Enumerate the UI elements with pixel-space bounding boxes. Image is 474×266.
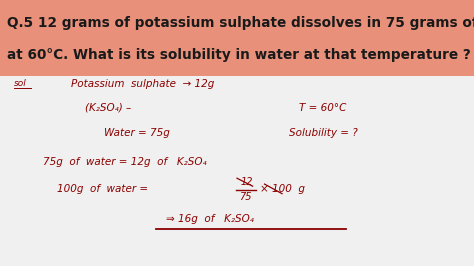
Text: Potassium  sulphate  → 12g: Potassium sulphate → 12g <box>71 79 214 89</box>
Text: Q.5 12 grams of potassium sulphate dissolves in 75 grams of water: Q.5 12 grams of potassium sulphate disso… <box>7 16 474 30</box>
Text: (K₂SO₄) –: (K₂SO₄) – <box>85 103 132 113</box>
Text: at 60°C. What is its solubility in water at that temperature ?: at 60°C. What is its solubility in water… <box>7 48 471 62</box>
Text: × 100  g: × 100 g <box>260 184 305 194</box>
Text: 75g  of  water = 12g  of   K₂SO₄: 75g of water = 12g of K₂SO₄ <box>43 157 206 167</box>
Text: Solubility = ?: Solubility = ? <box>289 128 358 138</box>
Text: Water = 75g: Water = 75g <box>104 128 170 138</box>
Text: 12: 12 <box>241 177 253 187</box>
Text: 100g  of  water =: 100g of water = <box>57 184 148 194</box>
Text: T = 60°C: T = 60°C <box>299 103 346 113</box>
Text: 75: 75 <box>239 192 252 202</box>
Text: ⇒ 16g  of   K₂SO₄: ⇒ 16g of K₂SO₄ <box>166 214 254 225</box>
FancyBboxPatch shape <box>0 0 474 76</box>
Text: sol: sol <box>14 79 27 88</box>
